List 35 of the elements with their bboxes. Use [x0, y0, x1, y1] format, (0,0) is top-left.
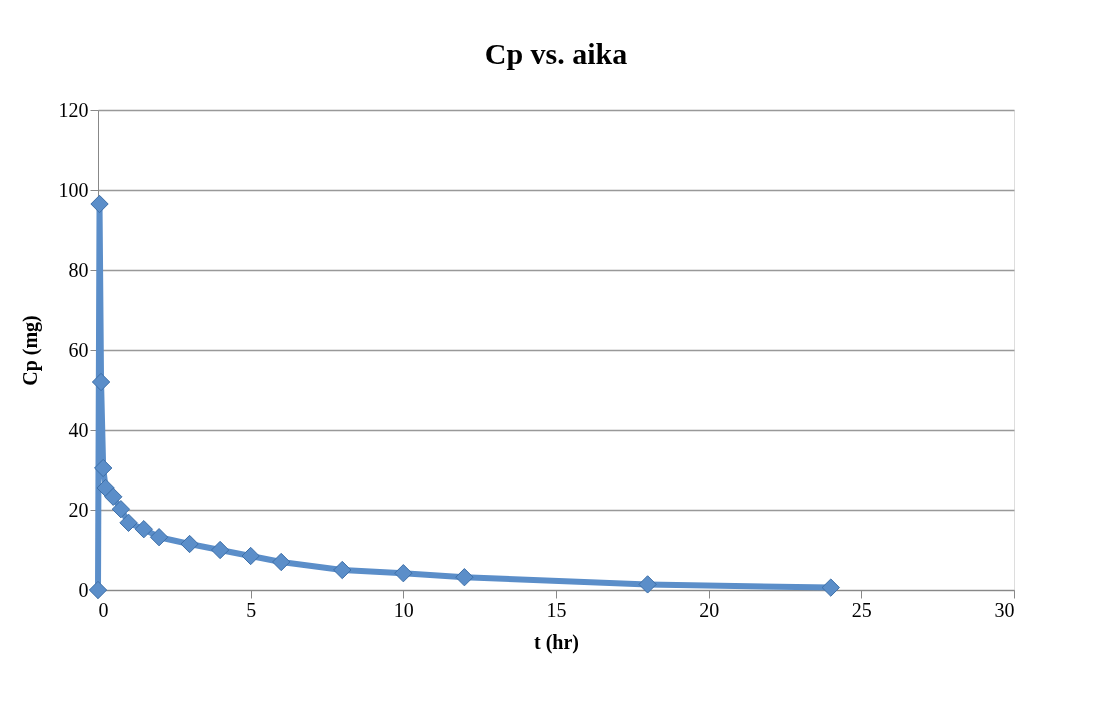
point — [90, 194, 109, 214]
y-tick-label: 100 — [58, 178, 89, 201]
point — [119, 513, 138, 532]
chart-title: Cp vs. aika — [484, 37, 628, 70]
y-tick-label: 40 — [68, 418, 89, 441]
y-axis-title: Cp (mg) — [18, 315, 42, 386]
y-tick-label: 60 — [68, 338, 89, 361]
x-tick-label: 20 — [699, 598, 720, 621]
point — [333, 560, 352, 580]
x-tick-label: 0 — [98, 598, 109, 621]
y-tick-label: 80 — [68, 258, 89, 281]
point — [455, 568, 474, 587]
x-tick-label: 5 — [246, 598, 257, 621]
y-tick-label: 20 — [68, 498, 89, 521]
point — [104, 487, 123, 506]
point — [821, 578, 840, 597]
y-tick-label: 0 — [78, 578, 89, 601]
point — [638, 575, 657, 594]
x-tick-label: 10 — [393, 598, 414, 621]
point — [394, 564, 413, 583]
point — [91, 372, 111, 392]
point — [149, 528, 169, 547]
point — [241, 546, 260, 566]
point — [180, 534, 199, 554]
point — [88, 580, 108, 600]
point — [134, 520, 153, 539]
point — [94, 458, 113, 478]
y-tick-label: 120 — [58, 98, 89, 121]
point — [272, 552, 291, 572]
x-tick-label: 30 — [994, 598, 1015, 621]
x-axis-title: t (hr) — [534, 630, 579, 654]
point — [111, 500, 131, 519]
x-tick-label: 25 — [851, 598, 872, 621]
x-tick-label: 15 — [546, 598, 567, 621]
point — [210, 540, 230, 560]
